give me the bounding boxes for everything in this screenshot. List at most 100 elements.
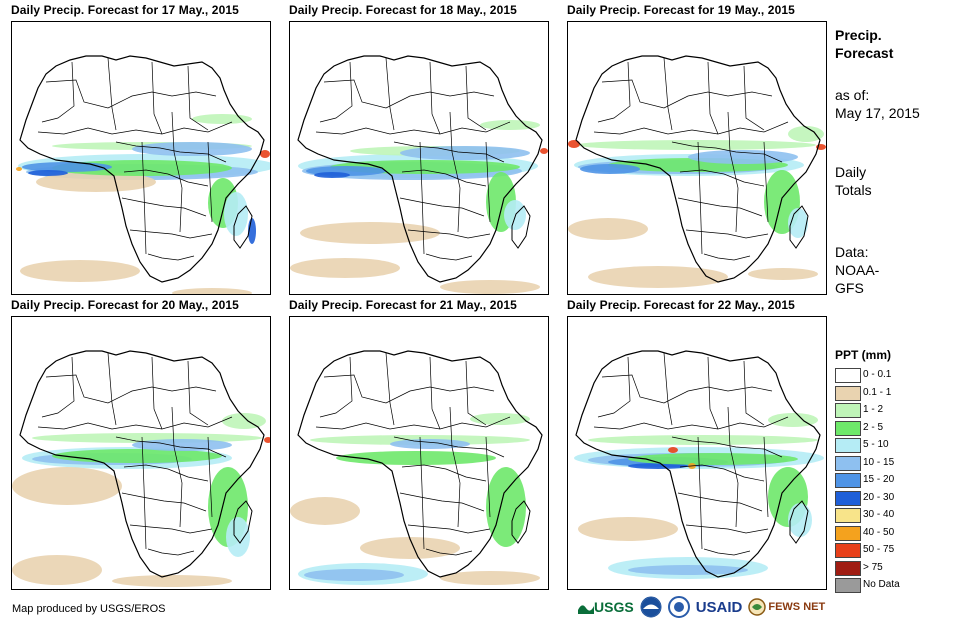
precip-area [540,148,548,154]
country-border [129,229,213,239]
noaa-logo-icon [640,596,662,618]
precip-area [486,467,526,547]
country-border [449,406,461,528]
country-border [425,253,473,261]
legend-label: 0.1 - 1 [863,386,892,398]
precip-area [52,449,222,463]
country-border [703,548,751,556]
country-border [315,416,511,430]
precip-area [290,497,360,525]
madagascar-outline [789,205,809,249]
country-border [465,65,487,131]
precip-area [36,172,156,192]
coastline [19,350,265,578]
country-border [399,492,485,512]
country-border [763,141,769,223]
country-border [151,61,163,135]
precip-area [226,517,250,557]
country-border [465,360,487,426]
country-border [663,57,673,131]
country-border [393,436,505,458]
map-svg [574,350,824,579]
legend-swatch [835,473,861,488]
country-border [147,548,195,556]
country-border [41,61,75,123]
precip-area [788,503,812,537]
country-border [663,352,673,426]
precip-area [12,555,102,585]
country-border [207,141,213,223]
country-border [685,229,769,239]
country-border [123,464,209,482]
precip-area [390,439,470,449]
precip-area [260,150,270,158]
as-of-label: as of: [835,87,870,103]
country-border [679,464,765,482]
country-border [37,121,233,135]
country-border [123,169,209,187]
country-border [597,61,631,123]
precip-area [568,140,580,148]
fewsnet-logo: FEWS NET [748,598,825,616]
country-border [171,406,183,528]
legend-swatch [835,455,861,471]
usgs-logo-text: USGS [594,599,634,615]
country-border [147,253,195,261]
sidebar-title-line2: Forecast [835,45,894,61]
panel-title: Daily Precip. Forecast for 21 May., 2015 [289,298,517,312]
country-border [449,111,461,233]
precip-area [568,218,648,240]
precip-area [20,260,140,282]
country-border [601,374,773,404]
country-border [401,464,487,482]
country-border [407,229,491,239]
map-svg [16,55,270,294]
legend-label: 2 - 5 [863,421,884,433]
legend-item: 2 - 5 [835,419,955,436]
precip-map [289,316,549,590]
precip-area [440,571,540,585]
map-credit: Map produced by USGS/EROS [12,603,166,615]
precip-area [192,114,252,124]
legend-swatch [835,368,861,383]
precip-area [628,463,688,469]
country-border [399,197,485,217]
legend-label: 1 - 2 [863,404,884,415]
legend-label: 0 - 0.1 [863,369,892,380]
legend-label: 20 - 30 [863,491,895,503]
legend-label: 40 - 50 [863,526,895,538]
country-border [115,141,227,163]
sidebar-title: Precip. Forecast [835,26,893,62]
legend-item: 50 - 75 [835,541,955,558]
legend-swatch [835,543,861,558]
map-svg [290,350,543,585]
data-source-block: Data: NOAA- GFS [835,243,879,297]
legend-swatch [835,560,861,576]
legend-label: 15 - 20 [863,474,895,485]
precip-area [12,467,122,505]
country-border [425,548,473,556]
country-border [41,356,75,418]
precip-area [400,146,530,160]
country-border [743,360,765,426]
precip-map [11,316,271,590]
precip-area [132,439,232,451]
country-border [319,356,353,418]
panel-title: Daily Precip. Forecast for 18 May., 2015 [289,3,517,17]
country-border [121,197,207,217]
country-border [107,57,117,131]
country-border [407,524,491,534]
precip-area [668,447,678,453]
precip-area [314,172,350,178]
country-border [727,111,739,233]
precip-area [172,288,252,294]
precip-map [567,316,827,590]
country-border [121,492,207,512]
country-border [385,57,395,131]
map-svg [290,55,548,294]
legend-swatch [835,508,861,523]
map-svg [12,350,270,587]
country-border [323,374,495,404]
country-border [679,169,765,187]
legend-label: 30 - 40 [863,509,895,520]
